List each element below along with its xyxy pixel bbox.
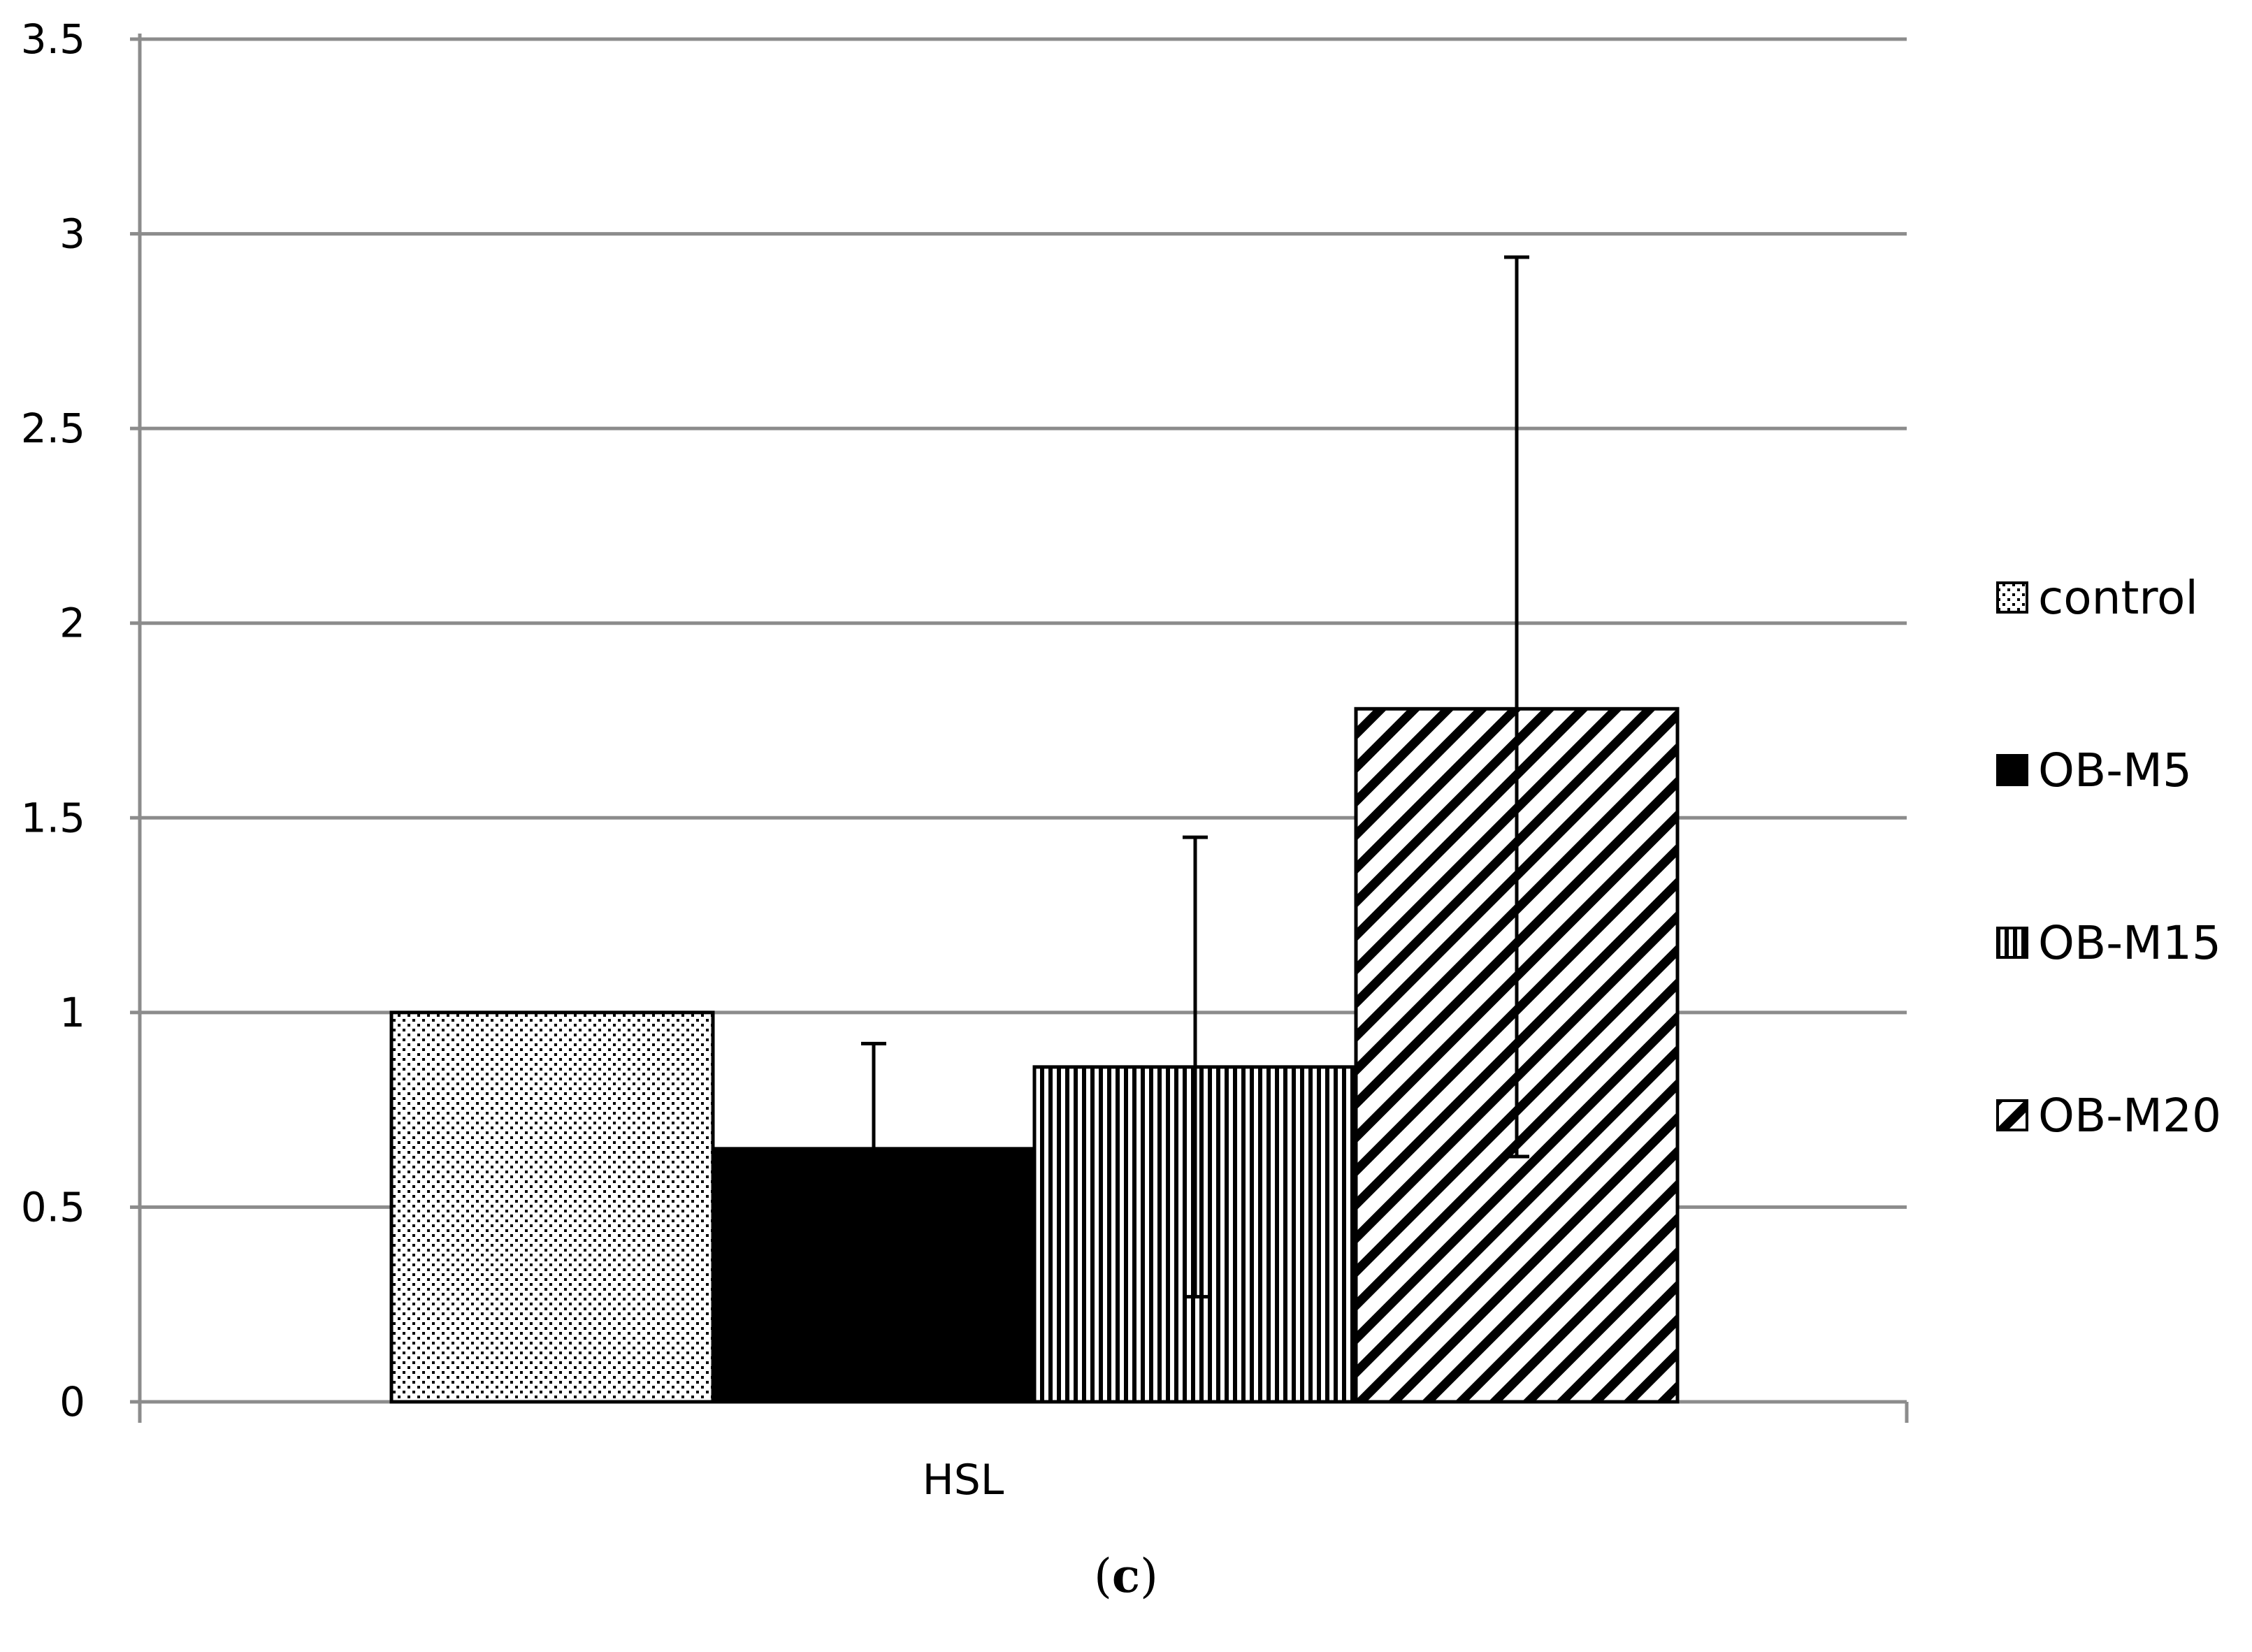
legend-label-control: control: [2038, 571, 2198, 625]
legend: control OB-M5 OB-M15 OB-M20: [1996, 571, 2221, 1143]
x-category-label-0: HSL: [923, 1456, 1004, 1505]
y-tick-label-3: 1.5: [21, 794, 85, 841]
bars: [389, 707, 1680, 1404]
bar-control-0: [389, 1010, 715, 1404]
panel-label-open: (: [1094, 1549, 1112, 1603]
y-tick-label-5: 2.5: [21, 405, 85, 452]
y-tick-label-2: 1: [59, 989, 85, 1036]
y-tick-label-4: 2: [59, 600, 85, 647]
bar-ob-m5-0: [711, 1147, 1037, 1404]
legend-label-ob-m5: OB-M5: [2038, 744, 2192, 797]
legend-swatch-ob-m15: [1996, 927, 2028, 959]
legend-label-ob-m20: OB-M20: [2038, 1089, 2221, 1143]
panel-label: (c): [1094, 1549, 1158, 1603]
panel-label-close: ): [1140, 1549, 1158, 1603]
error-bars: [861, 255, 1529, 1299]
legend-swatch-control: [1996, 581, 2028, 614]
y-tick-label-6: 3: [59, 210, 85, 258]
y-tick-label-1: 0.5: [21, 1183, 85, 1231]
legend-swatch-ob-m5: [1996, 754, 2028, 786]
y-tick-label-7: 3.5: [21, 15, 85, 63]
legend-label-ob-m15: OB-M15: [2038, 916, 2221, 970]
panel-label-letter: c: [1112, 1549, 1140, 1603]
legend-swatch-ob-m20: [1996, 1099, 2028, 1131]
y-tick-label-0: 0: [59, 1378, 85, 1426]
